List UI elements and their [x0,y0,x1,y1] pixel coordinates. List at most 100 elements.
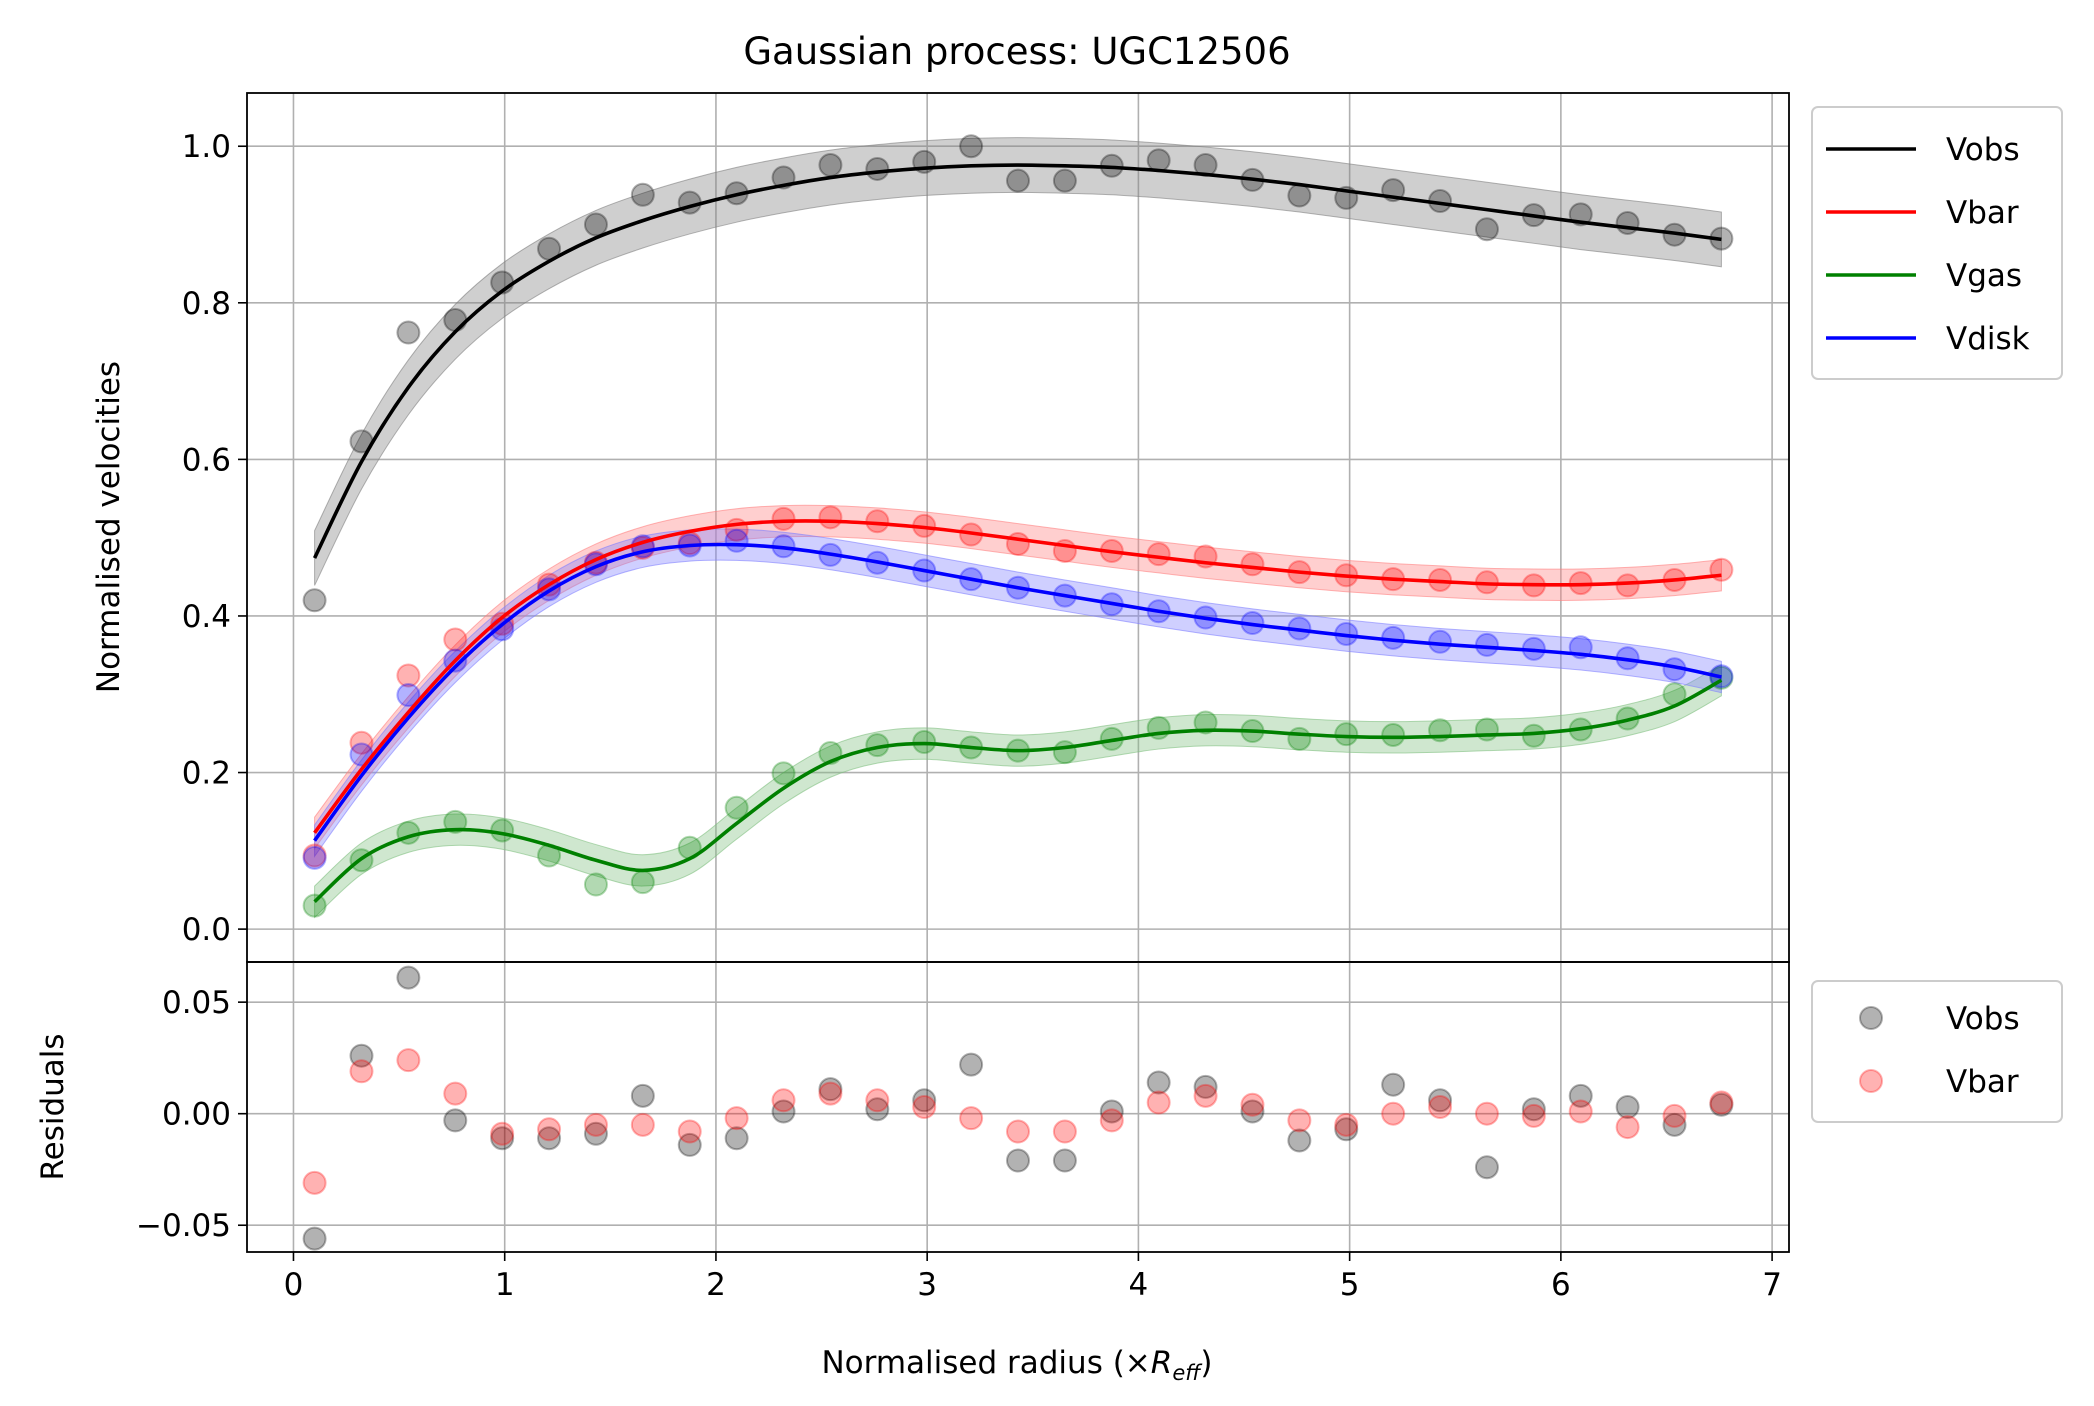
residual-point-vobs [1193,1074,1218,1099]
point-vgas [724,795,749,820]
point-vbar [865,509,890,534]
point-vgas [490,818,515,843]
residual-point-vobs [1052,1148,1077,1173]
velocity-legend: Vobs Vbar Vgas Vdisk [1811,106,2063,380]
residual-point-vbar [959,1106,984,1131]
residual-point-vobs [1381,1072,1406,1097]
residual-point-vobs [583,1121,608,1146]
point-vgas [583,872,608,897]
point-vdisk [396,683,421,708]
residual-point-vbar [302,1170,327,1195]
residual-point-vobs [490,1126,515,1151]
fit-line-vbar [313,519,1722,834]
residual-point-vbar [724,1106,749,1131]
residual-point-vbar [443,1081,468,1106]
velocity-points [302,134,1734,918]
residual-point-vobs [1568,1083,1593,1108]
residual-point-vobs [349,1043,374,1068]
residual-point-vobs [537,1126,562,1151]
x-tick-label: 7 [1762,1267,1782,1303]
point-vbar [1146,542,1171,567]
x-ticks: 0 1 2 3 4 5 6 7 [284,1252,1782,1303]
residual-point-vobs [1521,1097,1546,1122]
point-vobs [1052,168,1077,193]
residual-point-vbar [1568,1099,1593,1124]
residual-point-vobs [724,1126,749,1151]
legend-label-vgas: Vgas [1946,258,2022,294]
residual-point-vobs [1615,1095,1640,1119]
point-vbar [1006,531,1030,556]
point-vgas [1521,723,1546,748]
fit-line-vobs [312,163,1722,559]
point-vgas [1052,740,1077,765]
point-vobs [443,308,468,333]
chart-title: Gaussian process: UGC12506 [743,30,1290,73]
residual-point-vobs [1146,1070,1171,1095]
point-vobs [583,212,608,237]
point-vgas [1287,726,1312,751]
velocity-panel: 0.0 0.2 0.4 0.6 0.8 1.0 Normalised velocities [91,92,1790,963]
point-vobs [818,153,843,178]
band-vgas [314,663,1722,919]
fit-line-vdisk [313,542,1722,842]
residual-point-vbar [349,1059,374,1084]
residuals-y-tick-label: 0.00 [162,1097,231,1133]
residual-point-vbar [1146,1090,1171,1115]
velocity-y-ticks: 0.0 0.2 0.4 0.6 0.8 1.0 [182,129,247,948]
fit-line-vgas [313,678,1723,904]
residual-point-vbar [1052,1119,1077,1144]
point-vgas [302,893,327,918]
residual-point-vbar [1334,1112,1359,1137]
residual-point-vobs [1662,1112,1687,1137]
point-vobs [1146,148,1171,173]
point-vdisk [302,845,327,870]
residuals-panel: −0.05 0.00 0.05 0 1 2 3 4 5 6 7 Residuals Normali… [35,961,1790,1385]
point-vbar [771,506,796,531]
residual-point-vobs [771,1099,796,1124]
residual-point-vobs [912,1088,937,1113]
velocity-y-tick-label: 1.0 [182,129,231,165]
residual-point-vobs [302,1226,327,1251]
residual-point-vobs [818,1077,843,1102]
residual-point-vbar [1662,1103,1687,1128]
residuals-y-axis-label: Residuals [35,1033,71,1180]
point-vobs [959,134,984,159]
residual-point-vbar [818,1081,843,1106]
residual-point-vbar [1474,1101,1499,1126]
residuals-y-tick-label: 0.05 [162,985,231,1021]
point-vbar [349,730,374,755]
residual-point-vobs [865,1097,890,1122]
residual-point-vbar [1521,1103,1546,1128]
residual-point-vobs [1006,1148,1030,1173]
residual-point-vbar [1193,1083,1218,1108]
point-vgas [1334,722,1359,747]
point-vbar [302,843,327,868]
point-vdisk [1474,632,1499,657]
point-vobs [1615,210,1640,235]
point-vgas [630,870,655,895]
residual-point-vbar [1615,1115,1640,1140]
residual-point-vobs [959,1052,984,1077]
residual-legend-label-vobs: Vobs [1946,1001,2020,1037]
residual-point-vobs [396,965,421,990]
residual-point-vbar [865,1088,890,1113]
x-tick-label: 0 [284,1267,304,1303]
residual-point-vbar [1287,1108,1312,1133]
residuals-legend-box [1811,980,2063,1123]
x-axis-label: Normalised radius (×Reff) [821,1345,1212,1385]
x-tick-label: 3 [917,1267,937,1303]
x-tick-label: 6 [1551,1267,1571,1303]
x-tick-label: 4 [1129,1267,1149,1303]
point-vgas [443,809,468,834]
residual-point-vobs [1287,1128,1312,1153]
residual-point-vbar [1240,1092,1265,1117]
legend-label-vbar: Vbar [1946,195,2019,231]
point-vbar [396,663,421,688]
legend-label-vobs: Vobs [1946,132,2020,168]
point-vobs [302,588,327,613]
residual-point-vbar [630,1112,655,1137]
band-vbar [314,504,1722,850]
x-axis-label-sub: eff [1172,1361,1203,1385]
point-vobs [630,182,655,207]
